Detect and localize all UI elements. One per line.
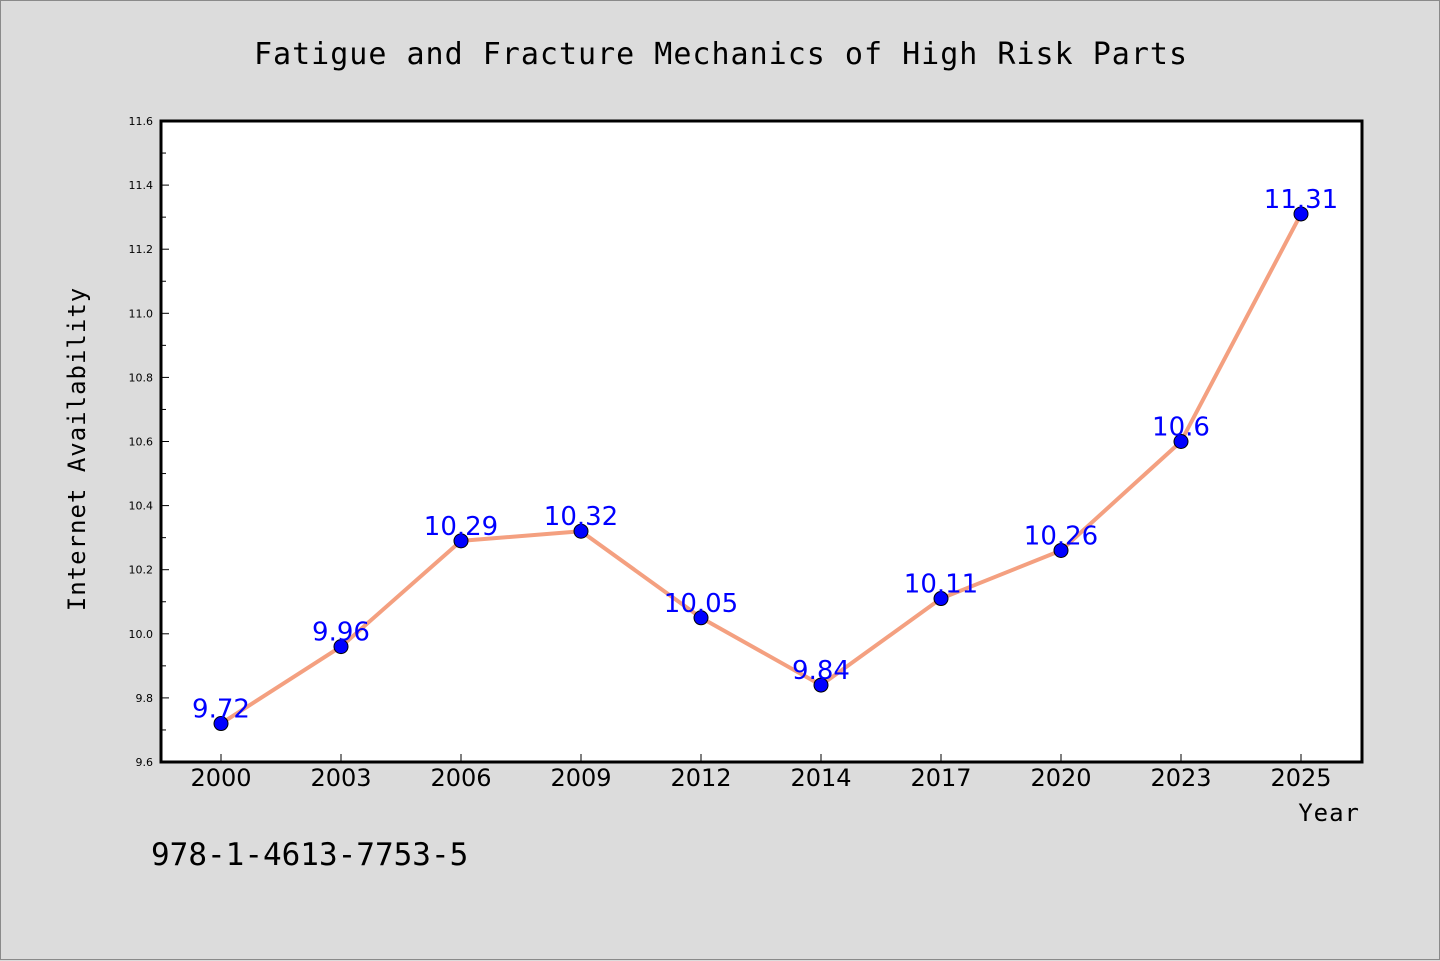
isbn-annotation: 978-1-4613-7753-5 [151,837,468,873]
y-tick-label: 11.6 [129,115,154,128]
x-tick-label: 2017 [910,764,971,792]
y-tick-label: 9.8 [136,692,154,705]
data-label: 9.96 [312,618,370,648]
data-point [213,716,229,732]
series-line-group: 9.72 9.96 10.29 10.32 10.05 9.84 10.11 10.26 10.… [192,185,1338,732]
y-tick-label: 10.6 [129,436,154,449]
data-point [1173,434,1189,449]
data-label: 10.11 [904,570,978,600]
x-tick-label: 2014 [790,764,851,792]
plot-area [159,119,1364,764]
y-tick-label: 11.0 [129,307,154,320]
x-tick-label: 2003 [310,764,371,792]
x-axis: 2000 2003 2006 2009 2012 2014 2017 2020 2023 2025 [190,754,1332,792]
x-tick-label: 2012 [670,764,731,792]
series-line [219,213,1303,726]
data-point [1293,206,1309,222]
x-tick-label: 2020 [1030,764,1091,792]
data-point [813,677,829,693]
y-tick-label: 10.8 [129,371,154,384]
y-tick-label: 10.2 [129,564,154,577]
y-tick-label: 10.4 [129,500,154,513]
x-tick-label: 2009 [550,764,611,792]
y-tick-label: 9.6 [136,756,154,769]
data-label: 10.32 [544,502,618,532]
y-axis-label: Internet Availability [63,287,91,611]
data-label: 10.29 [424,512,498,542]
y-tick-label: 11.4 [129,179,154,192]
x-tick-label: 2000 [190,764,251,792]
data-point [573,523,589,539]
chart-title: Fatigue and Fracture Mechanics of High R… [254,37,1188,72]
y-tick-label: 11.2 [129,243,154,256]
y-axis: 9.6 9.8 10.0 10.2 10.4 10.6 10.8 11.0 11.2 11.4 11… [129,115,169,769]
data-label: 10.05 [664,589,738,619]
x-axis-label: Year [1298,799,1360,827]
data-point [333,639,349,655]
data-label: 11.31 [1264,185,1338,215]
data-point [453,533,469,549]
data-label: 10.26 [1024,521,1098,551]
x-tick-label: 2023 [1150,764,1211,792]
data-point [933,591,949,607]
x-tick-label: 2006 [430,764,491,792]
data-label: 9.72 [192,695,250,725]
data-point [693,610,709,626]
data-label: 9.84 [792,656,850,686]
data-label: 10.6 [1152,413,1210,443]
x-tick-label: 2025 [1270,764,1331,792]
data-point [1053,542,1069,558]
y-tick-label: 10.0 [129,628,154,641]
